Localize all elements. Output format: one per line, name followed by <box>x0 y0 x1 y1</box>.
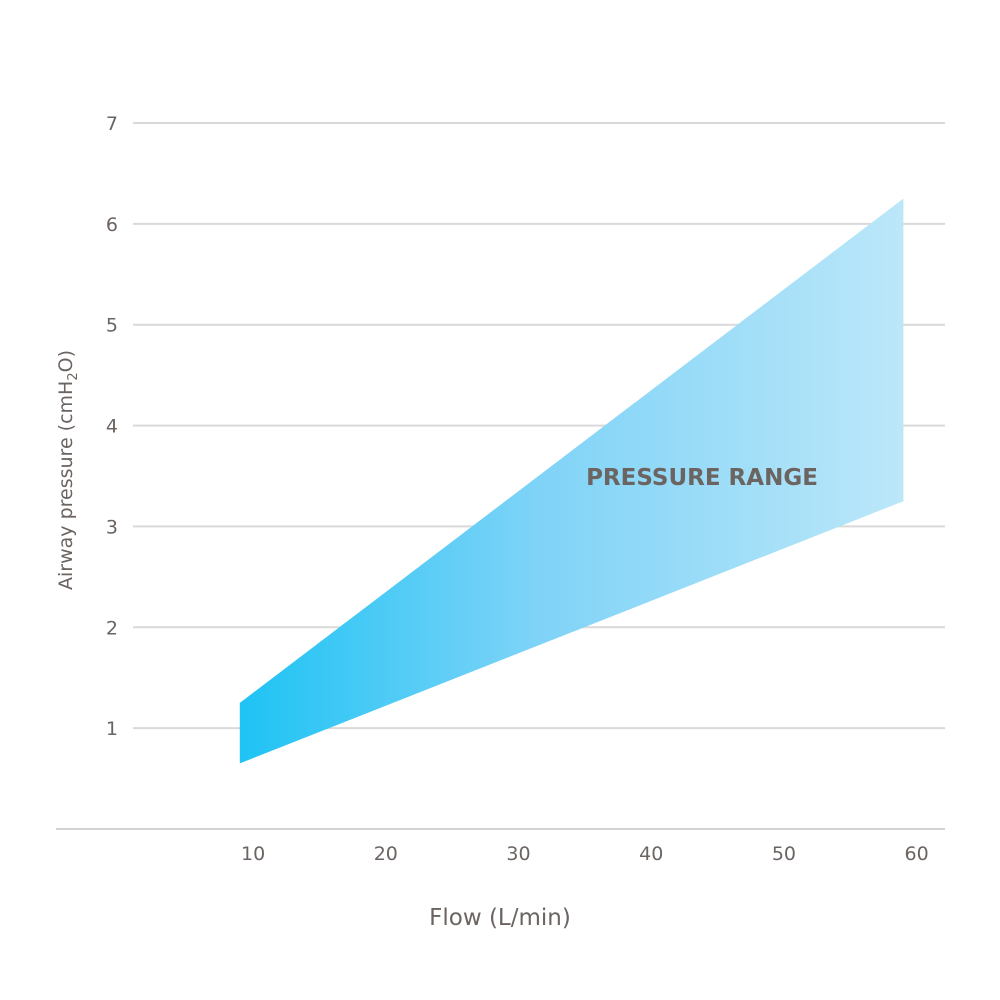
y-axis-title-main: Airway pressure (cmH <box>55 381 77 590</box>
pressure-band <box>239 198 904 764</box>
y-tick-label-5: 5 <box>106 315 118 337</box>
x-tick-label-10: 10 <box>241 843 265 865</box>
x-tick-label-60: 60 <box>905 843 929 865</box>
y-tick-labels: 1 2 3 4 5 6 7 <box>106 113 118 740</box>
y-tick-label-7: 7 <box>106 113 118 135</box>
x-tick-label-40: 40 <box>639 843 663 865</box>
y-tick-label-1: 1 <box>106 718 118 740</box>
x-axis-title: Flow (L/min) <box>429 905 571 931</box>
x-tick-label-20: 20 <box>374 843 398 865</box>
y-axis-title-subscript: 2 <box>66 372 81 380</box>
y-tick-label-3: 3 <box>106 516 118 538</box>
y-tick-label-6: 6 <box>106 214 118 236</box>
y-axis-title-suffix: O) <box>55 350 77 372</box>
x-tick-labels: 10 20 30 40 50 60 <box>241 843 929 865</box>
y-tick-label-2: 2 <box>106 617 118 639</box>
x-tick-label-50: 50 <box>772 843 796 865</box>
pressure-range-area <box>239 198 904 764</box>
y-tick-label-4: 4 <box>106 416 118 438</box>
x-tick-label-30: 30 <box>506 843 530 865</box>
pressure-range-label: PRESSURE RANGE <box>586 465 818 491</box>
y-axis-title: Airway pressure (cmH2O) <box>55 350 81 590</box>
